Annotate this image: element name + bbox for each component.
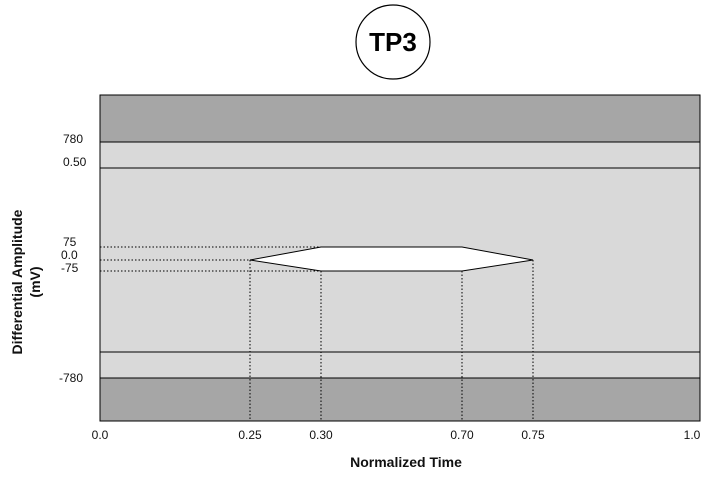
upper-violation-region [99, 94, 701, 143]
x-tick-label: 0.30 [309, 428, 333, 442]
y-axis-title-line1: Differential Amplitude [9, 209, 25, 354]
y-label-upper-limit: 780 [63, 132, 83, 146]
title-badge: TP3 [355, 4, 431, 80]
x-axis-title: Normalized Time [350, 454, 462, 470]
y-label-lower-limit: -780 [59, 371, 83, 385]
x-tick-label: 0.25 [238, 428, 262, 442]
y-label-upper-norm: 0.50 [63, 155, 87, 169]
y-axis-labels: 780 0.50 75 0.0 -75 -780 [59, 132, 87, 385]
x-tick-label: 0.75 [521, 428, 545, 442]
lower-violation-region [99, 377, 701, 422]
x-axis-labels: 0.0 0.25 0.30 0.70 0.75 1.0 [92, 428, 701, 442]
y-axis-title-line2: (mV) [27, 266, 43, 297]
y-label-eye-bottom: -75 [61, 261, 79, 275]
y-axis-title: Differential Amplitude (mV) [9, 209, 43, 354]
y-label-eye-center: 0.0 [61, 248, 78, 262]
eye-mask-hexagon [249, 246, 534, 272]
y-label-eye-top: 75 [63, 235, 77, 249]
badge-label: TP3 [369, 27, 417, 57]
x-tick-label: 0.70 [450, 428, 474, 442]
badge-circle [355, 4, 431, 80]
x-tick-label: 1.0 [684, 428, 701, 442]
x-tick-label: 0.0 [92, 428, 109, 442]
dotted-guides [100, 246, 534, 421]
